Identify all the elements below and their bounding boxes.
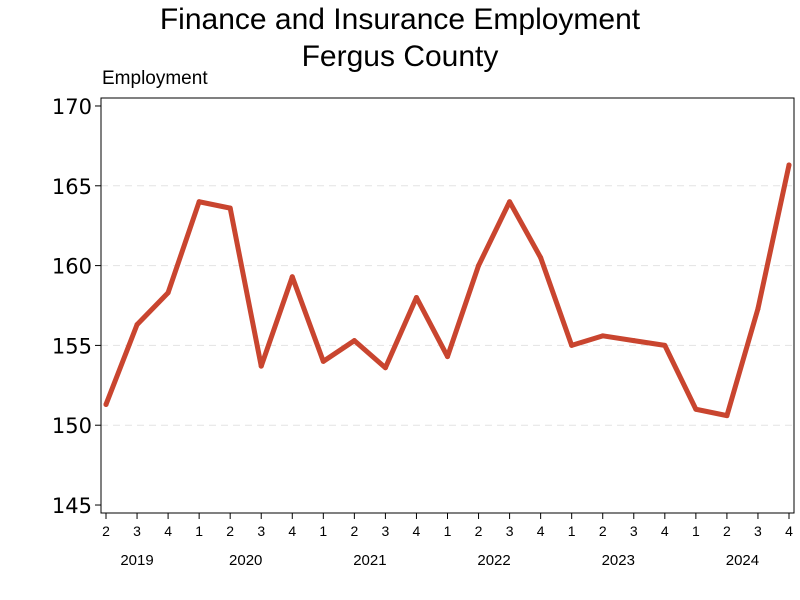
data-point [507, 199, 513, 205]
data-point [600, 333, 606, 339]
x-tick-label: 2 [599, 523, 607, 539]
data-point [196, 199, 202, 205]
data-point [724, 413, 730, 419]
x-tick-label: 4 [288, 523, 296, 539]
y-tick-label: 150 [52, 414, 92, 438]
data-point [258, 363, 264, 369]
plot-frame [100, 97, 795, 514]
x-tick-label: 2 [723, 523, 731, 539]
data-point [445, 354, 450, 360]
x-tick-label: 4 [164, 523, 172, 539]
x-tick-label: 4 [785, 523, 793, 539]
x-year-label: 2020 [229, 552, 262, 569]
x-tick-label: 1 [319, 523, 327, 539]
chart-title: Finance and Insurance Employment [159, 3, 641, 36]
y-tick-label: 160 [52, 255, 92, 279]
x-year-label: 2023 [602, 552, 635, 569]
data-point [569, 342, 575, 348]
axes: 145 150 155 160 165 170 2 3 4 1 2 3 4 1 2 3 4 1 2 3 4 1 2 3 4 1 2 3… [52, 95, 793, 569]
data-point [351, 338, 357, 344]
x-tick-label: 3 [133, 523, 141, 539]
chart-subtitle: Fergus County [301, 40, 499, 73]
data-point [786, 162, 792, 168]
data-point [476, 263, 482, 269]
data-point [631, 338, 637, 344]
data-point [693, 406, 699, 412]
data-point [538, 255, 544, 261]
gridlines [101, 185, 794, 426]
x-tick-label: 1 [444, 523, 452, 539]
series-line [103, 162, 792, 419]
x-tick-label: 4 [537, 523, 545, 539]
x-tick-label: 2 [226, 523, 234, 539]
data-point [134, 322, 140, 328]
y-tick-label: 170 [52, 95, 92, 119]
x-tick-label: 3 [382, 523, 390, 539]
x-tick-label: 3 [630, 523, 638, 539]
x-tick-label: 4 [413, 523, 421, 539]
data-point [165, 290, 171, 296]
x-tick-label: 2 [475, 523, 483, 539]
x-tick-label: 2 [350, 523, 358, 539]
x-tick-label: 1 [692, 523, 700, 539]
data-point [227, 205, 233, 211]
y-tick-label: 165 [52, 175, 92, 199]
x-tick-label: 4 [661, 523, 669, 539]
x-tick-label: 3 [257, 523, 265, 539]
data-point [662, 342, 668, 348]
x-year-label: 2021 [353, 552, 386, 569]
x-year-label: 2024 [726, 552, 759, 569]
x-year-label: 2022 [477, 552, 510, 569]
y-axis-label: Employment [102, 68, 208, 89]
x-tick-label: 2 [102, 523, 110, 539]
x-tick-label: 3 [506, 523, 514, 539]
x-year-label: 2019 [120, 552, 153, 569]
y-tick-label: 155 [52, 334, 92, 358]
data-point [382, 365, 388, 371]
data-point [413, 295, 419, 301]
x-tick-label: 1 [195, 523, 203, 539]
x-tick-label: 3 [754, 523, 762, 539]
series-employment [103, 162, 792, 419]
data-point [289, 274, 295, 280]
x-tick-label: 1 [568, 523, 576, 539]
data-point [755, 306, 761, 312]
data-point [103, 401, 109, 407]
data-point [320, 358, 326, 364]
y-tick-label: 145 [52, 494, 92, 518]
